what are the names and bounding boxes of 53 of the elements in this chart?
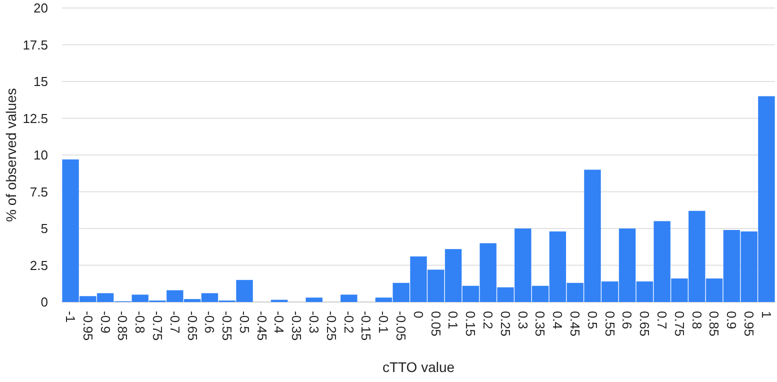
x-tick-label: 0.35 (532, 311, 548, 336)
x-tick-label: 0.25 (498, 311, 513, 336)
y-tick-label: 15 (34, 74, 48, 90)
x-tick-label: -0.55 (220, 311, 235, 341)
x-tick-label: -0.45 (254, 311, 270, 341)
x-tick-label: 0.95 (742, 311, 757, 336)
x-tick-label: 0.9 (724, 311, 740, 330)
x-tick-label: 0.2 (480, 311, 496, 330)
x-tick-label: 0.8 (689, 311, 704, 330)
x-tick-label: -0.7 (167, 311, 182, 334)
x-tick-label: 1 (758, 311, 774, 318)
x-tick-label: 0.7 (654, 311, 670, 330)
x-tick-label: 0.1 (446, 311, 461, 330)
bar (340, 294, 358, 302)
y-tick-label: 2.5 (30, 258, 48, 273)
x-tick-label: -0.9 (98, 311, 113, 334)
x-tick-label: -0.35 (289, 311, 304, 341)
x-tick-label: 0.3 (515, 311, 530, 330)
x-axis-title: cTTO value (382, 359, 455, 375)
x-tick-label: -0.05 (394, 311, 409, 341)
x-tick-label: 0.15 (463, 311, 478, 336)
x-tick-label: 0.5 (584, 311, 600, 330)
y-tick-label: 17.5 (22, 37, 48, 52)
x-tick-label: 0.65 (637, 311, 652, 336)
x-tick-label: -0.6 (202, 311, 218, 334)
y-tick-label: 20 (34, 0, 48, 16)
x-tick-label: -0.8 (132, 311, 148, 334)
y-tick-label: 10 (34, 148, 48, 163)
x-tick-label: -0.95 (80, 311, 96, 341)
x-tick-label: -1 (62, 311, 78, 323)
x-tick-label: -0.75 (150, 311, 165, 341)
x-tick-label: 0.4 (550, 311, 566, 330)
x-tick-label: 0.05 (428, 311, 444, 336)
x-tick-label: -0.1 (376, 311, 392, 334)
x-tick-label: -0.4 (272, 311, 287, 334)
y-axis-title: % of observed values (3, 88, 19, 222)
y-tick-label: 5 (40, 221, 48, 236)
x-tick-label: -0.25 (324, 311, 339, 341)
x-tick-label: 0 (410, 311, 426, 318)
x-tick-label: 0.75 (672, 311, 687, 336)
bar (306, 298, 322, 302)
x-tick-label: 0.85 (706, 311, 722, 336)
x-tick-label: 0.55 (602, 311, 618, 336)
y-tick-label: 12.5 (22, 110, 48, 126)
x-tick-label: -0.85 (115, 311, 130, 341)
x-tick-label: -0.2 (341, 311, 356, 334)
y-tick-label: 7.5 (30, 184, 48, 200)
x-tick-label: -0.3 (306, 311, 322, 334)
x-tick-label: -0.65 (184, 311, 200, 341)
x-tick-label: -0.5 (236, 311, 252, 334)
x-tick-label: -0.15 (358, 311, 374, 341)
x-tick-label: 0.45 (568, 311, 583, 336)
x-tick-label: 0.6 (620, 311, 635, 330)
